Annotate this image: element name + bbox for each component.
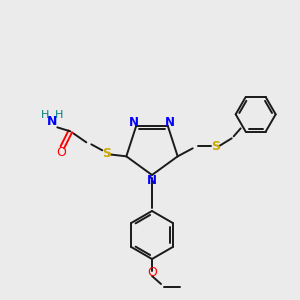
Text: N: N [147,173,157,187]
Text: O: O [56,146,66,159]
Text: N: N [129,116,139,129]
Text: S: S [211,140,220,153]
Text: O: O [147,266,157,280]
Text: S: S [102,147,111,160]
Text: H: H [41,110,50,120]
Text: H: H [55,110,64,120]
Text: N: N [165,116,175,129]
Text: N: N [47,115,58,128]
